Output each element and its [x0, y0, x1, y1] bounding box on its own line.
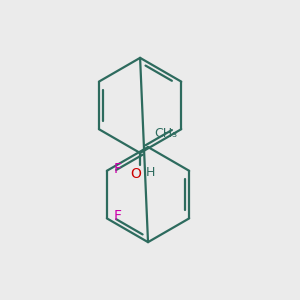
- Text: CH₃: CH₃: [154, 127, 177, 140]
- Text: H: H: [146, 166, 155, 179]
- Text: F: F: [114, 209, 122, 224]
- Text: F: F: [114, 162, 122, 176]
- Text: O: O: [131, 167, 142, 181]
